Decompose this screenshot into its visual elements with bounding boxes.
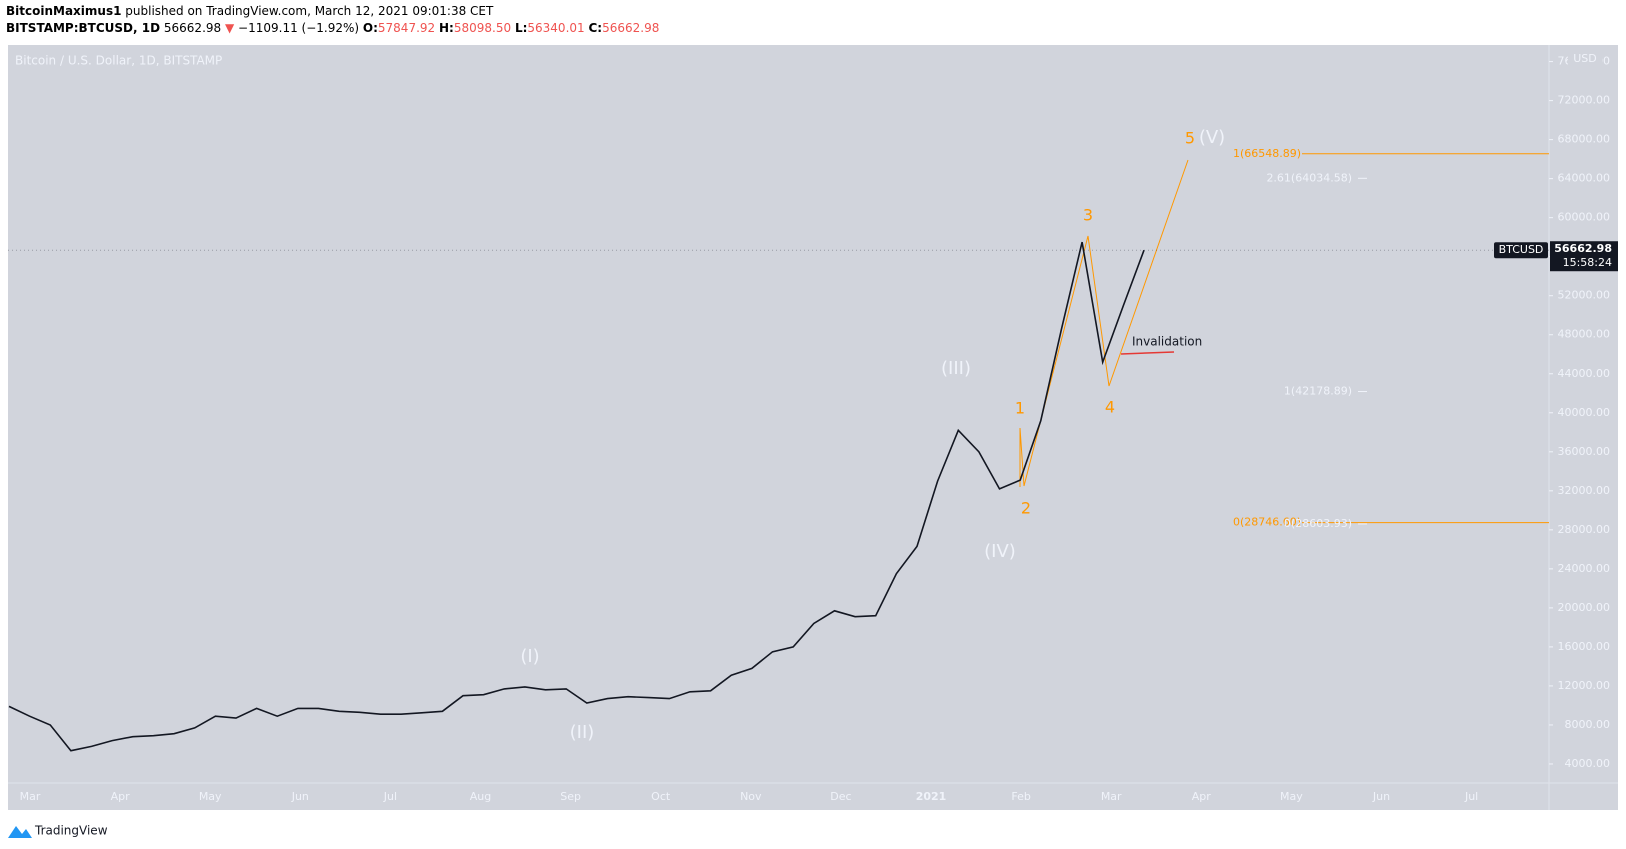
- x-tick-label: Apr: [1192, 790, 1212, 803]
- price-box: [1550, 241, 1618, 272]
- x-tick-label: Dec: [830, 790, 851, 803]
- unit-box: [1568, 50, 1602, 68]
- y-tick-label: 20000.00: [1558, 601, 1611, 614]
- fib-label: 0(28603.93): [1284, 517, 1352, 530]
- y-tick-label: 4000.00: [1565, 757, 1611, 770]
- wave-label: 4: [1105, 398, 1115, 417]
- fib-label: 1(42178.89): [1284, 385, 1352, 398]
- fib-label: 0(28746.60): [1233, 516, 1301, 529]
- y-tick-label: 8000.00: [1565, 718, 1611, 731]
- wave-label: (III): [941, 358, 971, 379]
- y-tick-label: 12000.00: [1558, 679, 1611, 692]
- footer-bg: [0, 810, 1626, 849]
- low-label: L:: [514, 21, 528, 35]
- symbol-bar: BITSTAMP:BTCUSD, 1D 56662.98 ▼ −1109.11 …: [6, 21, 659, 35]
- fib-label: 1(66548.89): [1233, 147, 1301, 160]
- high: 58098.50: [453, 21, 512, 35]
- y-tick-label: 36000.00: [1558, 445, 1611, 458]
- chart-title: Bitcoin / U.S. Dollar, 1D, BITSTAMP: [15, 54, 222, 68]
- y-tick-label: 24000.00: [1558, 562, 1611, 575]
- y-tick-label: 28000.00: [1558, 523, 1611, 536]
- brand-logo: [8, 826, 32, 838]
- open-label: O:: [362, 21, 378, 35]
- y-tick-label: 60000.00: [1558, 211, 1611, 224]
- wave-label: (II): [570, 722, 595, 743]
- wave-projection: [1019, 159, 1189, 487]
- low: 56340.01: [527, 21, 585, 35]
- y-tick-label: 32000.00: [1558, 484, 1611, 497]
- x-tick-label: Jul: [383, 790, 397, 803]
- high-label: H:: [439, 21, 454, 35]
- arrow: ▼: [224, 21, 235, 35]
- x-tick-label: May: [1280, 790, 1303, 803]
- wave-label: (IV): [984, 541, 1016, 562]
- y-tick-label: 64000.00: [1558, 172, 1611, 185]
- invalidation-label: Invalidation: [1132, 335, 1202, 349]
- y-tick-label: 52000.00: [1558, 289, 1611, 302]
- y-tick-label: 72000.00: [1558, 94, 1611, 107]
- x-tick-label: Mar: [20, 790, 41, 803]
- x-tick-label: 2021: [916, 790, 947, 803]
- countdown: 15:58:24: [1563, 256, 1612, 269]
- open: 57847.92: [377, 21, 436, 35]
- wave-label: 5: [1185, 129, 1195, 148]
- change: −1109.11 (−1.92%): [238, 21, 360, 35]
- symbol: BITSTAMP:BTCUSD, 1D: [6, 21, 161, 35]
- wave-label: (V): [1199, 127, 1225, 148]
- logo-icon: [8, 826, 32, 838]
- wave-label: (I): [520, 646, 539, 667]
- brand[interactable]: TradingView: [34, 824, 108, 838]
- y-tick-label: 40000.00: [1558, 406, 1611, 419]
- wave-label: 2: [1021, 499, 1031, 518]
- last-price-label: 56662.98: [1554, 242, 1612, 255]
- close-label: C:: [588, 21, 603, 35]
- x-tick-label: Jun: [1372, 790, 1390, 803]
- y-tick-label: 48000.00: [1558, 328, 1611, 341]
- publish-line: BitcoinMaximus1 published on TradingView…: [6, 4, 493, 18]
- y-unit: USD: [1573, 52, 1597, 65]
- x-tick-label: Oct: [651, 790, 671, 803]
- y-tick-label: 68000.00: [1558, 133, 1611, 146]
- price-line: [8, 241, 1145, 752]
- published: published on TradingView.com, March 12, …: [125, 4, 494, 18]
- x-tick-label: Jun: [291, 790, 309, 803]
- invalidation-line: [1120, 351, 1175, 355]
- fib-label: 2.61(64034.58): [1266, 171, 1352, 184]
- x-tick-label: Feb: [1011, 790, 1030, 803]
- x-tick-label: Mar: [1101, 790, 1122, 803]
- close: 56662.98: [602, 21, 660, 35]
- x-tick-label: Apr: [111, 790, 131, 803]
- symbol-label: BTCUSD: [1499, 243, 1544, 256]
- x-tick-label: Nov: [740, 790, 762, 803]
- chart-background: [8, 45, 1618, 810]
- wave-label: 3: [1083, 206, 1093, 225]
- x-tick-label: Aug: [470, 790, 491, 803]
- wave-label: 1: [1015, 399, 1025, 418]
- last: 56662.98: [163, 21, 222, 35]
- y-tick-label: 16000.00: [1558, 640, 1611, 653]
- y-tick-label: 44000.00: [1558, 367, 1611, 380]
- x-tick-label: May: [199, 790, 222, 803]
- author[interactable]: BitcoinMaximus1: [6, 4, 122, 18]
- x-tick-label: Jul: [1464, 790, 1478, 803]
- symbol-box: [1494, 242, 1548, 259]
- x-tick-label: Sep: [560, 790, 581, 803]
